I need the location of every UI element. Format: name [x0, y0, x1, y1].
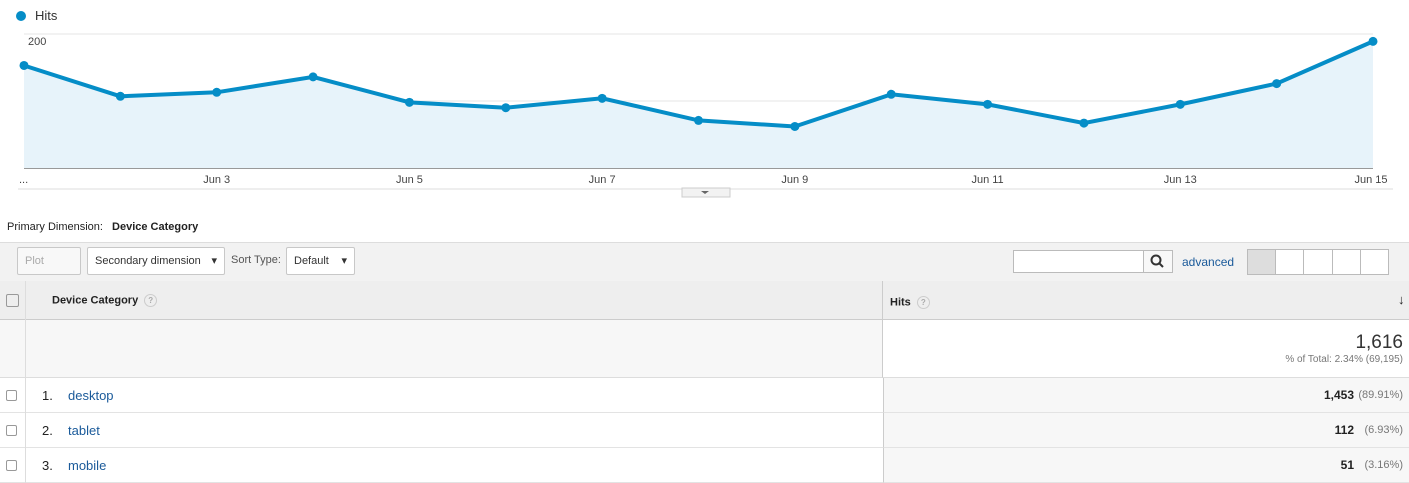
primary-label: Primary Dimension:: [7, 221, 103, 233]
x-tick-label: Jun 13: [1164, 174, 1197, 186]
plot-rows-button[interactable]: Plot Rows: [17, 247, 81, 293]
x-tick-label: Jun 3: [203, 174, 230, 186]
point: [694, 115, 703, 125]
point: [983, 99, 993, 109]
row-label[interactable]: mobile: [68, 458, 107, 473]
point: [1368, 36, 1378, 46]
row-index: 3.: [42, 458, 53, 473]
point: [404, 97, 414, 107]
header-row: [0, 281, 1409, 320]
legend-marker: [16, 11, 26, 21]
row-value: 51: [1340, 458, 1354, 472]
x-tick-label: Jun 9: [781, 174, 808, 186]
primary-value[interactable]: Device Category: [112, 221, 199, 233]
view-pie[interactable]: [1276, 250, 1305, 274]
row-percent: (6.93%): [1364, 424, 1403, 436]
search-input[interactable]: [1013, 250, 1145, 273]
row-divider: [25, 448, 26, 483]
row-index: 2.: [42, 423, 53, 438]
row-checkbox[interactable]: [6, 390, 17, 401]
x-tick-label: Jun 7: [589, 174, 616, 186]
x-tick-label: Jun 5: [396, 174, 423, 186]
secondary-dimension-button[interactable]: Secondary dimension ▾: [87, 247, 225, 275]
row-divider: [25, 413, 26, 448]
row-label[interactable]: tablet: [68, 423, 100, 438]
point: [501, 103, 511, 113]
y-tick-label: 200: [28, 36, 46, 48]
header-cell: [25, 281, 883, 320]
row-percent: (3.16%): [1364, 459, 1403, 471]
row-index: 1.: [42, 388, 53, 403]
point: [597, 93, 607, 103]
row-checkbox[interactable]: [6, 425, 17, 436]
total-value: 1,616: [1355, 332, 1403, 353]
point: [1272, 79, 1282, 89]
point: [790, 121, 800, 131]
column-header[interactable]: Hits?: [890, 296, 930, 309]
total-note: % of Total: 2.34% (69,195): [1285, 354, 1403, 365]
point: [19, 60, 29, 70]
search-icon: [1150, 254, 1164, 268]
area: [24, 41, 1373, 169]
row-checkbox[interactable]: [6, 460, 17, 471]
point: [886, 89, 896, 99]
sort-value: Default: [294, 255, 329, 267]
x-tick-label: Jun 15: [1354, 174, 1387, 186]
row-metric-bg: [883, 413, 1409, 448]
x-tick-label: Jun 11: [971, 174, 1003, 186]
column-title: Hits: [890, 296, 911, 309]
row-percent: (89.91%): [1358, 389, 1403, 401]
select-all[interactable]: [6, 294, 19, 307]
advanced-link[interactable]: advanced: [1182, 255, 1235, 269]
totals-cell: [0, 320, 883, 378]
point: [115, 91, 125, 101]
row-divider: [25, 378, 26, 413]
legend-label[interactable]: Hits: [35, 8, 58, 23]
expand-arrow: [701, 191, 709, 194]
sort-arrow: ↓: [1398, 292, 1405, 307]
column-title: Device Category: [52, 294, 139, 307]
x-tick-label: ...: [19, 174, 28, 186]
row-value: 1,453: [1323, 388, 1354, 402]
point: [1175, 99, 1185, 109]
view-pivot[interactable]: [1361, 250, 1388, 274]
row-value: 112: [1334, 423, 1354, 437]
secondary-label: Secondary dimension: [95, 255, 201, 267]
sort-button[interactable]: Default ▾: [286, 247, 355, 275]
row-metric-bg: [883, 378, 1409, 413]
view-switcher: [1247, 249, 1389, 275]
view-bar[interactable]: [1304, 250, 1333, 274]
search-button[interactable]: [1143, 250, 1173, 273]
divider: [25, 320, 26, 378]
totals: 1,616 % of Total: 2.34% (69,195): [883, 320, 1409, 378]
primary-dimension: Primary Dimension: Device Category: [7, 221, 198, 233]
point: [1079, 118, 1089, 128]
point: [308, 72, 318, 82]
view-compare[interactable]: [1333, 250, 1361, 274]
column-header[interactable]: Device Category?: [52, 294, 158, 307]
view-table[interactable]: [1248, 250, 1277, 274]
sort-label: Sort Type:: [231, 254, 281, 266]
point: [212, 87, 222, 97]
row-label[interactable]: desktop: [68, 388, 114, 403]
